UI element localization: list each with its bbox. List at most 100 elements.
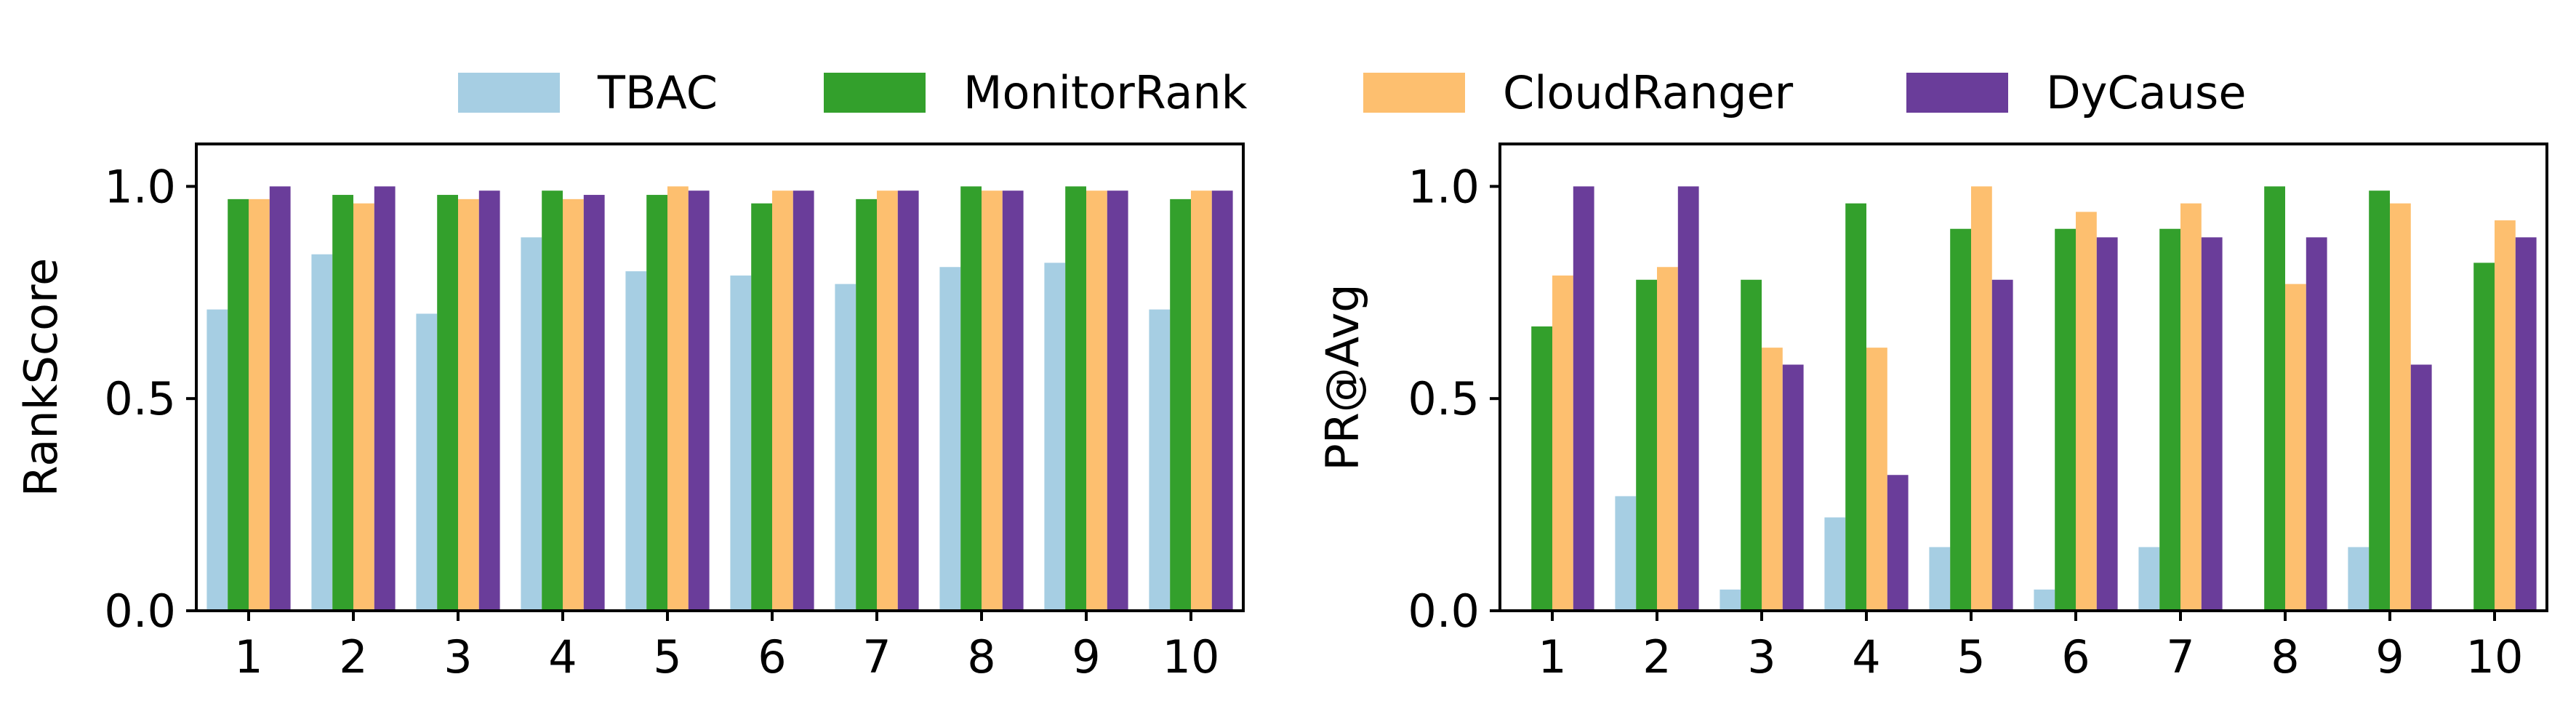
x-tick-label: 2	[1642, 630, 1671, 683]
bar-tbac-5	[1929, 547, 1951, 611]
bar-dycause-10	[2515, 237, 2537, 611]
bar-monitorrank-5	[646, 195, 667, 611]
bar-dycause-7	[2201, 237, 2223, 611]
y-axis-label: RankScore	[15, 258, 68, 497]
bar-cloudranger-3	[1762, 348, 1783, 611]
bar-dycause-9	[2410, 364, 2432, 611]
bar-dycause-2	[374, 186, 396, 611]
y-tick-label: 1.0	[104, 160, 176, 213]
bar-cloudranger-4	[563, 198, 584, 611]
x-tick-label: 6	[758, 630, 786, 683]
bar-tbac-3	[416, 313, 438, 611]
bar-monitorrank-10	[1170, 198, 1191, 611]
bar-tbac-9	[2348, 547, 2370, 611]
bar-cloudranger-2	[353, 203, 374, 611]
bar-dycause-1	[269, 186, 291, 611]
legend-item-cloudranger: CloudRanger	[1363, 66, 1793, 119]
bar-cloudranger-4	[1866, 348, 1887, 611]
plot-frame	[195, 143, 1245, 612]
bar-dycause-8	[1002, 190, 1024, 611]
legend-label-monitorrank: MonitorRank	[963, 65, 1248, 119]
rankscore-chart: 0.0 0.5 1.0 1 2 3 4 5 6 7 8 9 10 RankScore	[15, 143, 1245, 683]
x-tick-label: 1	[1538, 630, 1566, 683]
plot-frame	[1498, 143, 2548, 612]
legend-label-dycause: DyCause	[2046, 65, 2247, 119]
legend-label-tbac: TBAC	[598, 65, 718, 119]
x-tick-label: 7	[862, 630, 891, 683]
y-tick-label: 0.0	[1408, 585, 1480, 638]
bar-tbac-3	[1720, 589, 1741, 611]
x-tick-label: 6	[2061, 630, 2090, 683]
bar-monitorrank-2	[1636, 279, 1657, 611]
bar-monitorrank-2	[332, 195, 353, 611]
x-tick-label: 8	[2271, 630, 2299, 683]
bar-monitorrank-6	[2055, 228, 2076, 611]
bar-dycause-7	[897, 190, 919, 611]
bar-cloudranger-6	[772, 190, 793, 611]
bar-cloudranger-7	[877, 190, 898, 611]
bar-monitorrank-10	[2473, 262, 2495, 611]
bar-tbac-4	[1824, 517, 1846, 611]
x-tick-label: 5	[1957, 630, 1985, 683]
bar-tbac-8	[939, 267, 961, 611]
bar-dycause-8	[2306, 237, 2327, 611]
bar-monitorrank-5	[1950, 228, 1971, 611]
bar-cloudranger-10	[2495, 220, 2516, 611]
bar-dycause-2	[1677, 186, 1699, 611]
x-tick-label: 9	[2375, 630, 2404, 683]
y-tick-label: 0.5	[1408, 372, 1480, 425]
legend-item-dycause: DyCause	[1906, 65, 2247, 119]
bar-tbac-9	[1044, 262, 1066, 611]
x-tick-label: 2	[339, 630, 367, 683]
bar-cloudranger-1	[1552, 275, 1573, 611]
bar-monitorrank-1	[228, 198, 249, 611]
legend-swatch-cloudranger	[1363, 72, 1465, 113]
bar-tbac-6	[730, 275, 752, 611]
y-axis-label: PR@Avg	[1316, 284, 1369, 470]
bar-monitorrank-8	[2264, 186, 2285, 611]
bar-monitorrank-4	[542, 190, 563, 611]
x-tick-label: 9	[1072, 630, 1100, 683]
bar-tbac-2	[1615, 496, 1637, 611]
bar-monitorrank-4	[1845, 203, 1866, 611]
bar-cloudranger-5	[667, 186, 689, 611]
x-tick-label: 10	[1163, 630, 1220, 683]
bar-monitorrank-9	[1065, 186, 1086, 611]
y-tick-label: 1.0	[1408, 160, 1480, 213]
legend-item-tbac: TBAC	[458, 65, 718, 119]
bar-dycause-10	[1211, 190, 1233, 611]
x-tick-label: 3	[1747, 630, 1775, 683]
bar-dycause-6	[793, 190, 814, 611]
bar-tbac-5	[625, 271, 647, 611]
chart-legend: TBAC MonitorRank CloudRanger DyCause	[0, 0, 2576, 138]
x-tick-label: 4	[1852, 630, 1880, 683]
bar-dycause-5	[688, 190, 710, 611]
bar-monitorrank-7	[856, 198, 877, 611]
x-tick-label: 3	[444, 630, 472, 683]
legend-swatch-tbac	[458, 72, 560, 113]
bar-dycause-9	[1107, 190, 1128, 611]
bar-tbac-1	[206, 309, 228, 611]
legend-swatch-dycause	[1906, 72, 2008, 113]
y-tick-label: 0.5	[104, 372, 176, 425]
bar-cloudranger-10	[1191, 190, 1212, 611]
bar-tbac-10	[1149, 309, 1171, 611]
bar-cloudranger-8	[982, 190, 1003, 611]
bar-tbac-7	[835, 284, 856, 611]
bar-monitorrank-3	[1741, 279, 1762, 611]
bar-tbac-2	[311, 254, 333, 611]
bar-monitorrank-8	[960, 186, 982, 611]
bar-cloudranger-7	[2180, 203, 2202, 611]
bar-cloudranger-8	[2285, 284, 2306, 611]
bar-dycause-1	[1573, 186, 1594, 611]
bar-dycause-4	[1887, 475, 1909, 611]
bar-dycause-3	[1782, 364, 1804, 611]
bar-monitorrank-3	[437, 195, 458, 611]
x-tick-label: 8	[967, 630, 995, 683]
pr-avg-chart: 0.0 0.5 1.0 1 2 3 4 5 6 7 8 9 10 PR@Avg	[1316, 143, 2548, 683]
bar-dycause-3	[478, 190, 500, 611]
x-tick-label: 10	[2466, 630, 2524, 683]
bar-monitorrank-6	[751, 203, 772, 611]
x-tick-label: 1	[234, 630, 262, 683]
bar-monitorrank-1	[1531, 326, 1552, 611]
